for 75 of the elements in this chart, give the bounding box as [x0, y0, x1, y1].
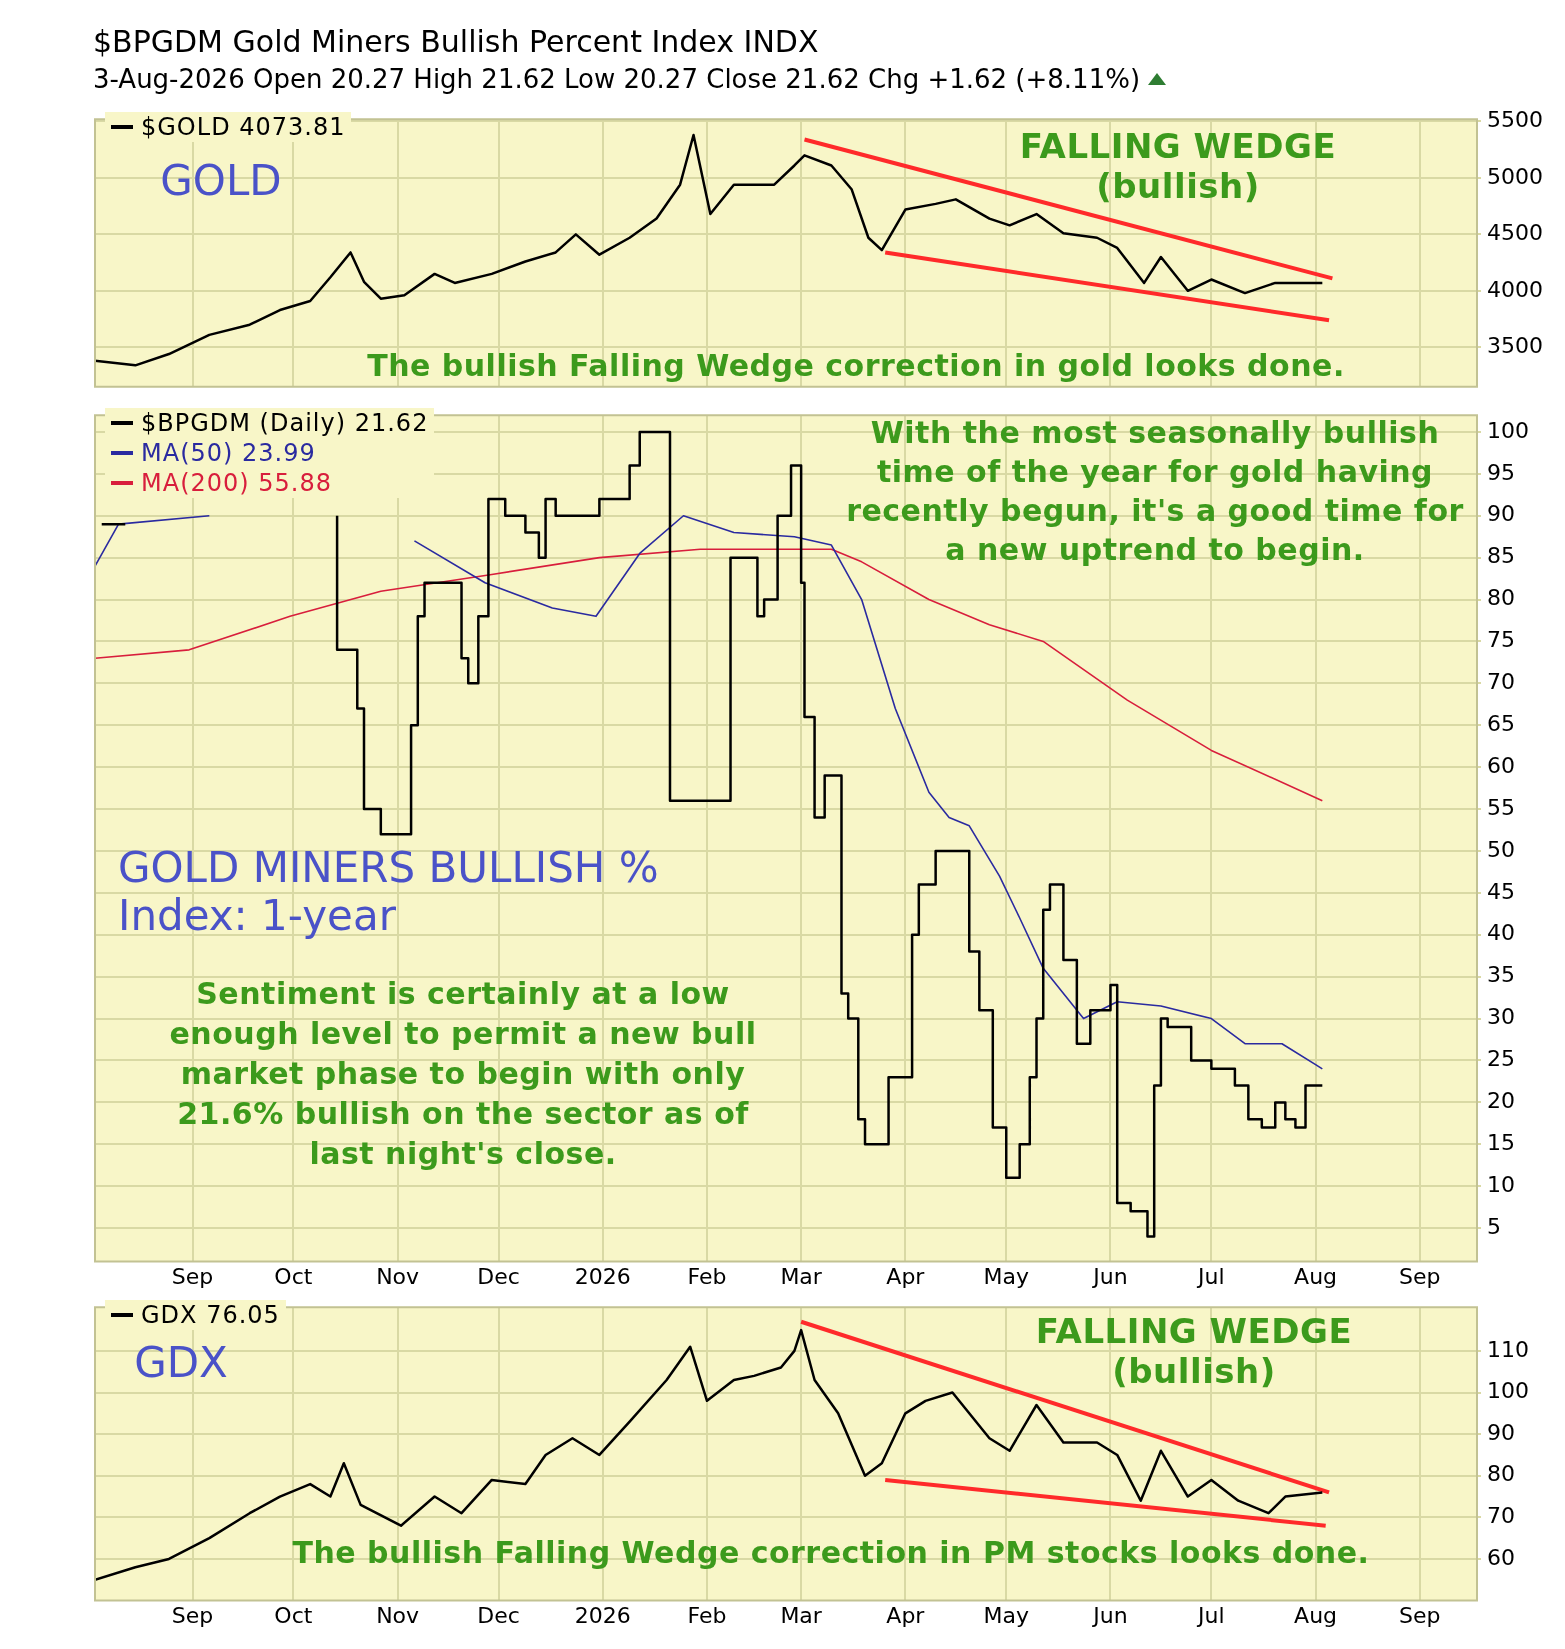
x-tick-label: Jun: [1091, 1602, 1128, 1628]
x-tick-label: Dec: [477, 1263, 520, 1289]
y-tick-label: 80: [1487, 585, 1515, 611]
x-tick-label: Apr: [886, 1263, 926, 1289]
legend-label: MA(50) 23.99: [141, 438, 316, 468]
annotation: FALLING WEDGE: [1018, 126, 1338, 167]
annotation: FALLING WEDGE: [1035, 1311, 1353, 1351]
x-tick-label: Sep: [171, 1602, 214, 1628]
y-tick-label: 4500: [1487, 220, 1543, 246]
x-tick-label: Mar: [780, 1602, 823, 1628]
annotation: Sentiment is certainly at a low enough level to permit a new bull market phase to begin with only 21.6% bullish on the sector as of last night's close.: [168, 975, 758, 1173]
x-tick-label: Oct: [274, 1263, 313, 1289]
legend-label: $BPGDM (Daily) 21.62: [141, 408, 429, 438]
y-tick-label: 25: [1487, 1046, 1515, 1072]
y-tick-label: 75: [1487, 627, 1515, 653]
legend-label: $GOLD 4073.81: [141, 112, 346, 142]
annotation: (bullish): [1095, 166, 1261, 207]
x-tick-label: May: [983, 1263, 1029, 1289]
y-tick-label: 35: [1487, 962, 1515, 988]
x-tick-label: 2026: [574, 1263, 631, 1289]
x-tick-label: Dec: [477, 1602, 520, 1628]
x-tick-label: Nov: [376, 1602, 420, 1628]
x-tick-label: Nov: [376, 1263, 420, 1289]
legend-label: MA(200) 55.88: [141, 468, 332, 498]
x-tick-label: Aug: [1294, 1602, 1338, 1628]
chart-title: $BPGDM Gold Miners Bullish Percent Index INDX: [93, 24, 819, 59]
x-tick-label: Sep: [171, 1263, 214, 1289]
annotation: The bullish Falling Wedge correction in gold looks done.: [366, 348, 1346, 384]
y-tick-label: 60: [1487, 1544, 1515, 1570]
x-tick-label: Feb: [687, 1263, 727, 1289]
y-tick-label: 80: [1487, 1461, 1515, 1487]
x-tick-label: 2026: [574, 1602, 631, 1628]
y-tick-label: 70: [1487, 669, 1515, 695]
x-tick-label: Feb: [687, 1602, 727, 1628]
annotation: GOLD MINERS BULLISH % Index: 1-year: [118, 843, 660, 940]
annotation: GOLD: [159, 156, 283, 207]
annotation: GDX: [133, 1338, 229, 1389]
y-tick-label: 5500: [1487, 107, 1543, 133]
y-tick-label: 85: [1487, 543, 1515, 569]
x-tick-label: Jul: [1196, 1602, 1225, 1628]
y-tick-label: 45: [1487, 878, 1515, 904]
y-tick-label: 110: [1487, 1336, 1529, 1362]
x-tick-label: Mar: [780, 1263, 823, 1289]
x-tick-label: Jul: [1196, 1263, 1225, 1289]
y-tick-label: 90: [1487, 1419, 1515, 1445]
y-tick-label: 55: [1487, 794, 1515, 820]
y-tick-label: 90: [1487, 501, 1515, 527]
y-tick-label: 30: [1487, 1004, 1515, 1030]
y-tick-label: 100: [1487, 1378, 1529, 1404]
chart-subtitle: 3-Aug-2026 Open 20.27 High 21.62 Low 20.27 Close 21.62 Chg +1.62 (+8.11%): [93, 64, 1141, 94]
legend-label: GDX 76.05: [141, 1300, 280, 1330]
x-tick-label: Jun: [1091, 1263, 1128, 1289]
annotation: With the most seasonally bullish time of the year for gold having recently begun, it's a good time for a new uptrend to begin.: [845, 414, 1465, 569]
y-tick-label: 10: [1487, 1171, 1515, 1197]
y-tick-label: 4000: [1487, 276, 1543, 302]
y-tick-label: 15: [1487, 1130, 1515, 1155]
y-tick-label: 100: [1487, 417, 1529, 443]
y-tick-label: 20: [1487, 1088, 1515, 1114]
y-tick-label: 50: [1487, 836, 1515, 862]
y-tick-label: 65: [1487, 710, 1515, 736]
x-tick-label: Aug: [1294, 1263, 1338, 1289]
y-tick-label: 40: [1487, 920, 1515, 946]
y-tick-label: 70: [1487, 1503, 1515, 1529]
annotation: The bullish Falling Wedge correction in PM stocks looks done.: [291, 1535, 1371, 1571]
annotation: (bullish): [1112, 1351, 1276, 1391]
y-tick-label: 60: [1487, 752, 1515, 778]
x-tick-label: Oct: [274, 1602, 313, 1628]
y-tick-label: 3500: [1487, 333, 1543, 358]
y-tick-label: 95: [1487, 459, 1515, 485]
x-tick-label: May: [983, 1602, 1029, 1628]
y-tick-label: 5: [1487, 1213, 1501, 1239]
x-tick-label: Sep: [1399, 1263, 1441, 1289]
x-tick-label: Apr: [886, 1602, 926, 1628]
y-tick-label: 5000: [1487, 163, 1543, 189]
x-tick-label: Sep: [1399, 1602, 1441, 1628]
